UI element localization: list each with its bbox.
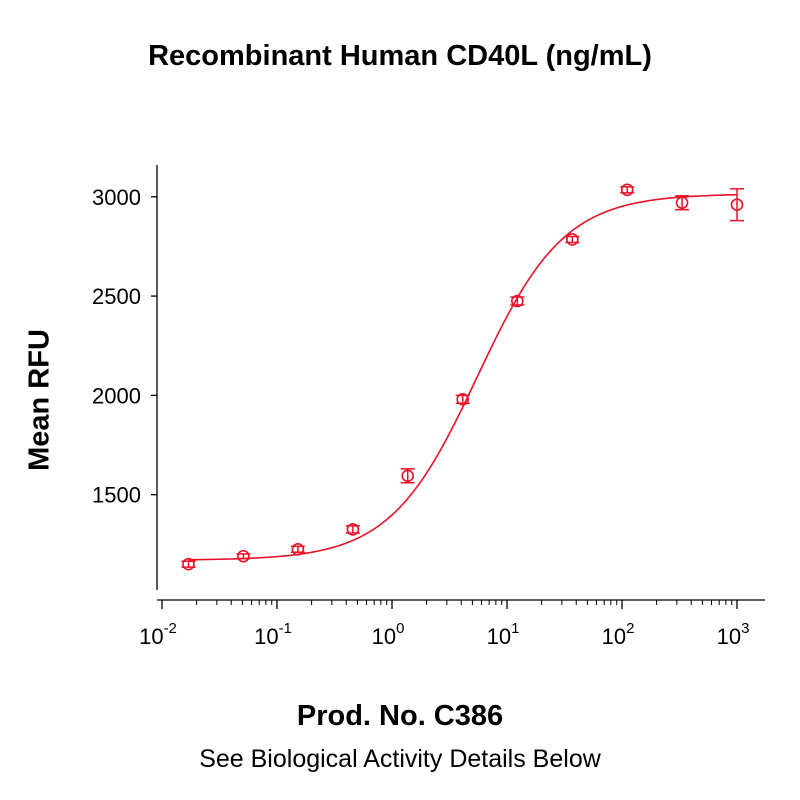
x-tick-label: 10-1 bbox=[254, 620, 292, 649]
data-point bbox=[620, 183, 634, 197]
data-point bbox=[182, 557, 195, 571]
x-tick-label: 102 bbox=[602, 620, 635, 649]
data-point bbox=[511, 294, 524, 308]
y-tick-label: 2000 bbox=[92, 383, 141, 408]
data-point bbox=[401, 469, 415, 483]
x-tick-label: 100 bbox=[372, 620, 405, 649]
y-tick-label: 1500 bbox=[92, 483, 141, 508]
data-point bbox=[730, 198, 744, 212]
activity-note: See Biological Activity Details Below bbox=[199, 745, 601, 773]
data-point bbox=[346, 523, 360, 536]
y-tick-label: 2500 bbox=[92, 284, 141, 309]
data-point bbox=[291, 542, 305, 556]
data-point bbox=[456, 393, 470, 406]
data-point bbox=[237, 549, 250, 563]
data-point bbox=[566, 233, 579, 246]
product-number: Prod. No. C386 bbox=[296, 700, 504, 732]
x-tick-label: 10-2 bbox=[139, 620, 177, 649]
x-tick-label: 103 bbox=[717, 620, 750, 649]
y-tick-label: 3000 bbox=[92, 185, 141, 210]
chart-title: Recombinant Human CD40L (ng/mL) bbox=[148, 40, 652, 72]
fit-curve bbox=[188, 193, 738, 561]
data-point bbox=[675, 196, 689, 210]
x-tick-label: 101 bbox=[487, 620, 520, 649]
